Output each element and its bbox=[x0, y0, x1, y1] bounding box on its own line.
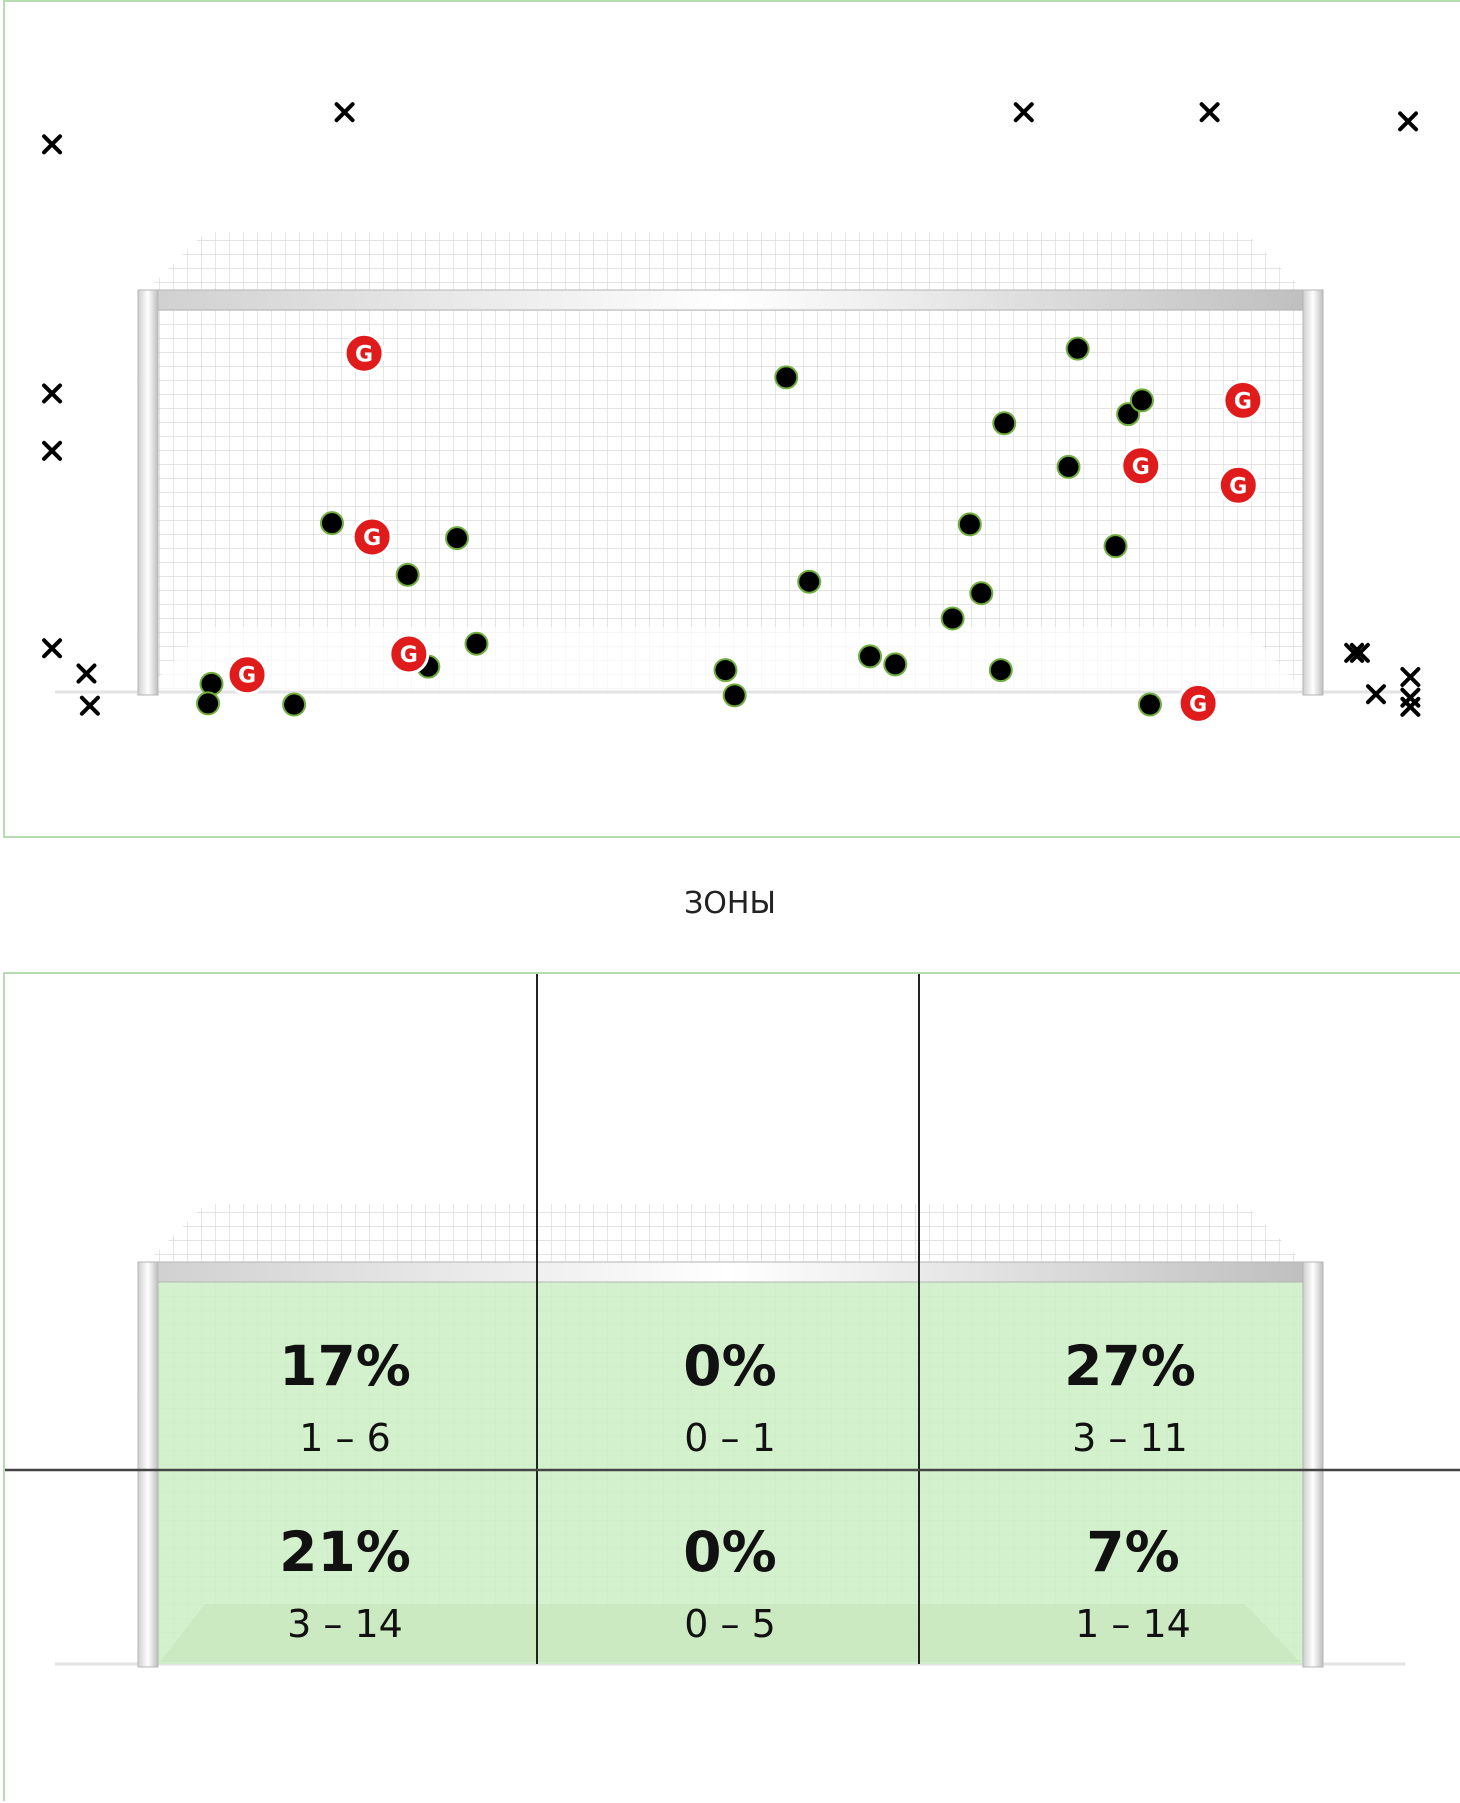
zone-top-left: 17% 1 – 6 bbox=[195, 1336, 495, 1460]
shot-map-canvas: G G G G G G G G bbox=[42, 102, 1421, 724]
goal-marker-icon bbox=[343, 332, 385, 374]
zone-percent: 21% bbox=[279, 1520, 411, 1584]
zones-fill bbox=[155, 1280, 1305, 1664]
missed-shot-icon bbox=[42, 134, 63, 155]
goal-marker-icon bbox=[1177, 682, 1219, 724]
missed-shot-icon bbox=[42, 440, 63, 461]
goal-marker-label: G bbox=[1234, 389, 1252, 414]
zones-panel: 17% 1 – 6 0% 0 – 1 27% 3 – 11 21% 3 – 14… bbox=[3, 972, 1460, 1801]
saved-shot-icon bbox=[774, 365, 799, 390]
saved-shot-icon bbox=[445, 526, 470, 551]
goal-marker-label: G bbox=[400, 643, 418, 668]
zone-percent: 0% bbox=[683, 1334, 777, 1398]
missed-shot-icon bbox=[1398, 111, 1419, 132]
saved-shot-icon bbox=[722, 683, 747, 708]
goal-marker: G bbox=[343, 332, 385, 374]
saved-shot-icon bbox=[797, 569, 822, 594]
goal-marker: G bbox=[1222, 379, 1264, 421]
saved-shot-icon bbox=[1129, 388, 1154, 413]
zone-top-right: 27% 3 – 11 bbox=[980, 1336, 1280, 1460]
zones-floor bbox=[160, 1604, 1300, 1662]
saved-shot-icon bbox=[713, 658, 738, 683]
zones-left-post bbox=[137, 1261, 159, 1668]
saved-shot-icon bbox=[464, 631, 489, 656]
zone-percent: 17% bbox=[279, 1334, 411, 1398]
saved-shot-icon bbox=[196, 691, 221, 716]
saved-shot-icon bbox=[319, 511, 344, 536]
missed-shot-icon bbox=[1400, 666, 1421, 687]
zone-count: 1 – 6 bbox=[299, 1416, 391, 1460]
crossbar bbox=[137, 289, 1324, 311]
left-post bbox=[137, 289, 159, 696]
saved-shot-icon bbox=[282, 692, 307, 717]
missed-shot-icon bbox=[334, 102, 355, 123]
missed-shot-icon bbox=[76, 663, 97, 684]
saved-shot-icon bbox=[1056, 454, 1081, 479]
saved-shot-icon bbox=[969, 581, 994, 606]
missed-shot-icon bbox=[1365, 684, 1386, 705]
zones-title: ЗОНЫ bbox=[684, 886, 776, 921]
missed-shot-icon bbox=[42, 383, 63, 404]
shot-map-panel: G G G G G G G G bbox=[3, 0, 1460, 838]
zone-bottom-right: 7% 1 – 14 bbox=[983, 1522, 1283, 1646]
saved-shot-icon bbox=[883, 652, 908, 677]
zone-count: 0 – 1 bbox=[684, 1416, 776, 1460]
goal-marker-icon bbox=[1222, 379, 1264, 421]
saved-shot-icon bbox=[992, 411, 1017, 436]
zones-right-post bbox=[1302, 1261, 1324, 1668]
zones-goal-frame bbox=[55, 1204, 1405, 1668]
saved-shot-icon bbox=[988, 658, 1013, 683]
zone-top-center: 0% 0 – 1 bbox=[580, 1336, 880, 1460]
missed-shot-icon bbox=[1400, 696, 1421, 717]
goal-frame bbox=[55, 232, 1405, 696]
goal-marker-icon bbox=[1120, 445, 1162, 487]
saved-shot-icon bbox=[199, 671, 224, 696]
zone-dividers bbox=[5, 974, 1460, 1664]
zones-crossbar bbox=[137, 1261, 1324, 1283]
saved-shot-icon bbox=[1137, 692, 1162, 717]
missed-shot-icon bbox=[1199, 102, 1220, 123]
goal-marker: G bbox=[1120, 445, 1162, 487]
zone-percent: 27% bbox=[1064, 1334, 1196, 1398]
saved-shot-icon bbox=[395, 562, 420, 587]
goal-marker: G bbox=[1177, 682, 1219, 724]
goal-marker-icon bbox=[1217, 464, 1259, 506]
zone-percent: 7% bbox=[1086, 1520, 1180, 1584]
missed-shot-icon bbox=[42, 638, 63, 659]
goal-marker-icon bbox=[226, 654, 268, 696]
goal-marker-label: G bbox=[1132, 455, 1150, 480]
zone-count: 3 – 11 bbox=[1072, 1416, 1188, 1460]
zones-canvas bbox=[5, 974, 1460, 1668]
zone-count: 0 – 5 bbox=[684, 1602, 776, 1646]
goal-marker: G bbox=[388, 633, 430, 675]
goal-marker-label: G bbox=[1229, 474, 1247, 499]
goal-net bbox=[145, 232, 1305, 692]
goal-marker-label: G bbox=[238, 664, 256, 689]
missed-shot-icon bbox=[1013, 102, 1034, 123]
saved-shot-icon bbox=[858, 644, 883, 669]
goal-marker: G bbox=[351, 516, 393, 558]
goal-marker-label: G bbox=[355, 342, 373, 367]
goal-marker-label: G bbox=[1189, 692, 1207, 717]
saved-shot-icon bbox=[1065, 336, 1090, 361]
missed-shot-icon bbox=[79, 695, 100, 716]
goal-marker: G bbox=[1217, 464, 1259, 506]
goal-marker: G bbox=[226, 654, 268, 696]
missed-shot-icon bbox=[1349, 642, 1370, 663]
goal-marker-label: G bbox=[363, 526, 381, 551]
goal-marker-icon bbox=[351, 516, 393, 558]
zone-percent: 0% bbox=[683, 1520, 777, 1584]
saved-shot-icon bbox=[940, 606, 965, 631]
zone-bottom-center: 0% 0 – 5 bbox=[580, 1522, 880, 1646]
shot-markers: G G G G G G G G bbox=[42, 102, 1421, 724]
zone-bottom-left: 21% 3 – 14 bbox=[195, 1522, 495, 1646]
zone-count: 3 – 14 bbox=[287, 1602, 403, 1646]
saved-shot-icon bbox=[1103, 534, 1128, 559]
right-post bbox=[1302, 289, 1324, 696]
goal-marker-icon bbox=[388, 633, 430, 675]
missed-shot-icon bbox=[1344, 642, 1365, 663]
saved-shot-icon bbox=[957, 512, 982, 537]
zone-count: 1 – 14 bbox=[1075, 1602, 1191, 1646]
